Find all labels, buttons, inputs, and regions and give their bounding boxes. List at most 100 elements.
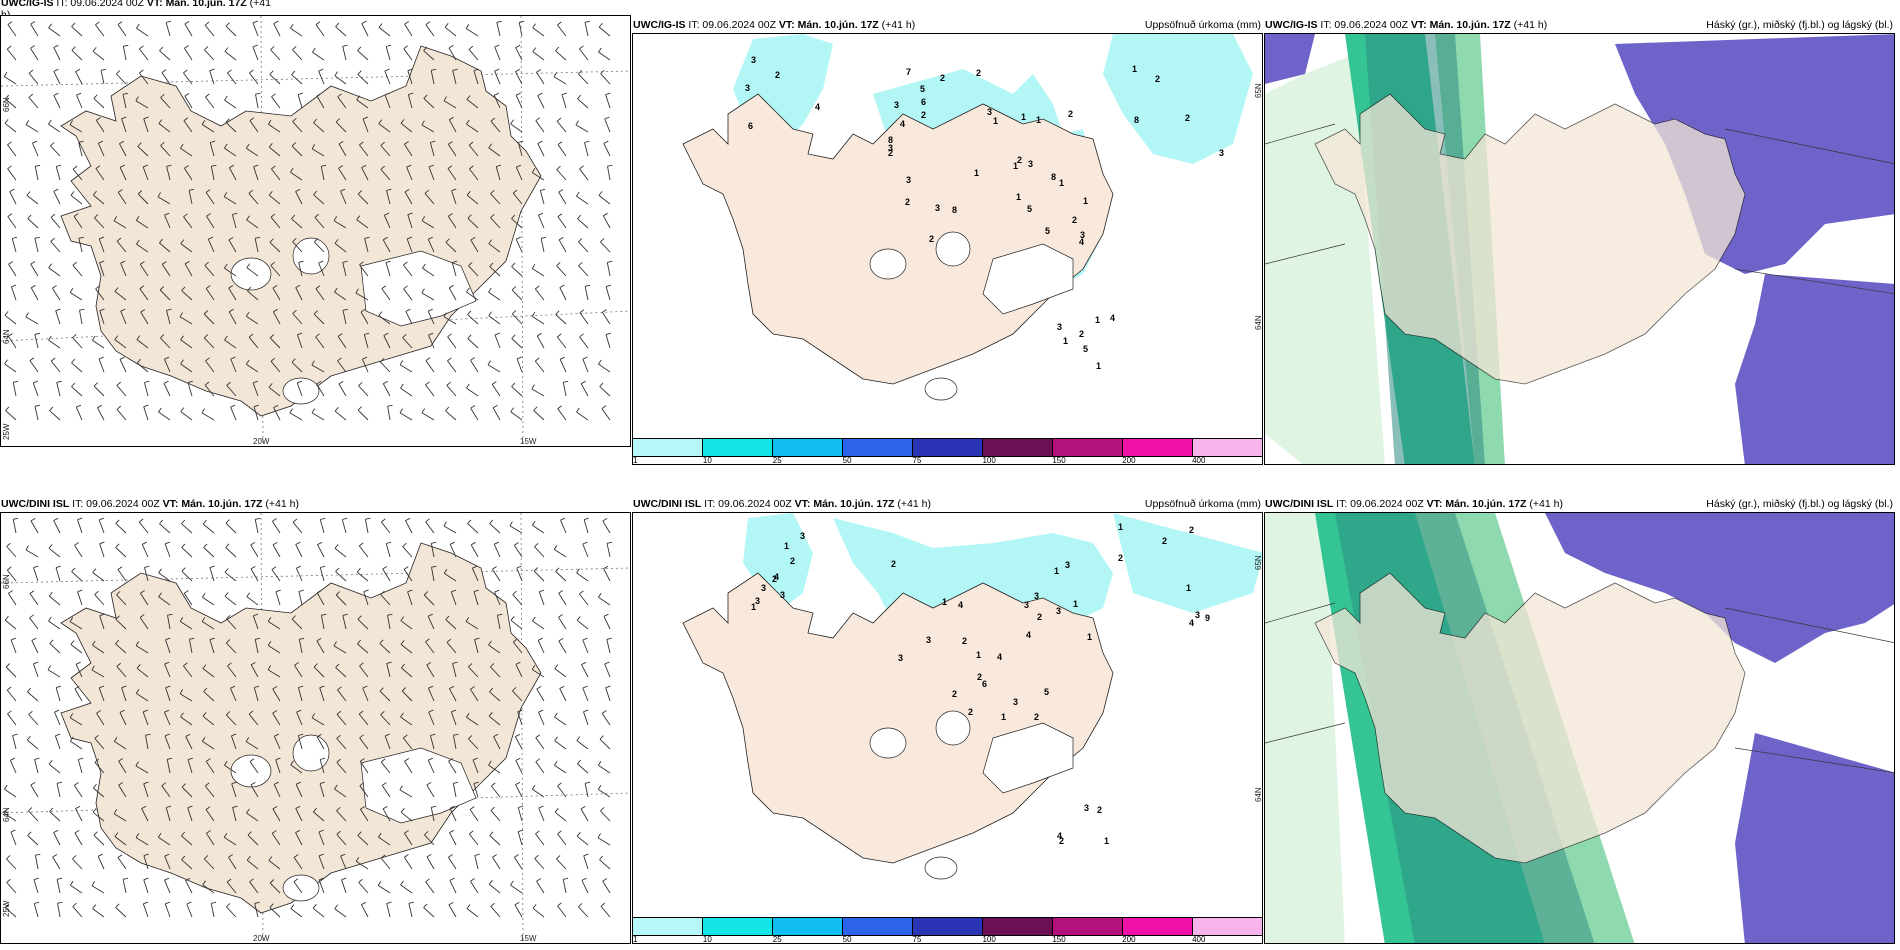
wind-barb bbox=[400, 122, 413, 133]
wind-barb-flag bbox=[117, 854, 123, 858]
wind-barb-flag bbox=[179, 689, 184, 694]
wind-barb-flag bbox=[293, 854, 299, 858]
wind-barb bbox=[491, 785, 501, 798]
wind-barb bbox=[33, 879, 39, 894]
wind-barb bbox=[210, 166, 215, 181]
wind-barb bbox=[209, 142, 215, 157]
wind-barb-flag bbox=[245, 737, 250, 742]
wind-barb-flag bbox=[268, 143, 273, 148]
wind-barb bbox=[54, 711, 61, 726]
wind-barb-flag bbox=[557, 21, 562, 26]
wind-barb-flag bbox=[598, 191, 603, 196]
wind-barb bbox=[406, 166, 413, 181]
wind-barb bbox=[315, 24, 325, 37]
wind-barb bbox=[204, 384, 215, 397]
wind-barb-flag bbox=[117, 566, 123, 570]
wind-barb bbox=[253, 406, 259, 421]
colorbar-swatch bbox=[703, 918, 773, 935]
wind-barb bbox=[246, 219, 259, 229]
wind-barb bbox=[117, 857, 127, 870]
wind-barb-flag bbox=[29, 357, 35, 361]
wind-barb bbox=[159, 523, 171, 534]
axis-lon-label: 15W bbox=[520, 437, 537, 446]
wind-barb bbox=[387, 406, 391, 421]
wind-barb bbox=[558, 239, 567, 253]
wind-barb-flag bbox=[26, 191, 31, 196]
wind-barb bbox=[137, 146, 149, 157]
wind-barb bbox=[4, 314, 17, 325]
wind-barb bbox=[122, 94, 127, 109]
panel-dini-wind: UWC/DINI ISL IT: 09.06.2024 00Z VT: Mán.… bbox=[0, 497, 631, 944]
precip-value-label: 3 bbox=[1219, 148, 1224, 158]
wind-barb-flag bbox=[357, 70, 362, 75]
wind-barb bbox=[137, 362, 149, 373]
colorbar-label: 200 bbox=[1122, 456, 1136, 465]
wind-barb-flag bbox=[316, 734, 322, 738]
wind-barb-flag bbox=[6, 542, 11, 547]
precip-value-label: 1 bbox=[1104, 836, 1109, 846]
wind-barb bbox=[275, 759, 281, 774]
precip-value-label: 3 bbox=[1034, 591, 1039, 601]
glaciers bbox=[230, 734, 477, 902]
wind-barb-flag bbox=[56, 781, 62, 784]
wind-barb-flag bbox=[70, 191, 75, 196]
wind-barb-flag bbox=[382, 566, 388, 570]
wind-barb bbox=[448, 857, 457, 870]
wind-barb-flag bbox=[582, 685, 588, 689]
wind-barb bbox=[97, 407, 105, 421]
wind-barb bbox=[271, 833, 281, 846]
wind-barb bbox=[493, 95, 501, 109]
wind-barb-flag bbox=[9, 188, 15, 192]
wind-barb bbox=[466, 716, 479, 726]
wind-barb bbox=[532, 524, 545, 534]
colorbar-swatch bbox=[633, 918, 703, 935]
wind-barb-flag bbox=[224, 143, 228, 149]
wind-barb bbox=[601, 408, 611, 421]
wind-barb bbox=[139, 264, 149, 277]
wind-barb bbox=[229, 167, 237, 181]
wind-barb bbox=[166, 759, 171, 774]
precip-value-label: 9 bbox=[1205, 613, 1210, 623]
wind-barb-flag bbox=[99, 517, 105, 521]
wind-barb bbox=[247, 834, 259, 846]
wind-barb-flag bbox=[48, 23, 52, 29]
wind-barb-flag bbox=[604, 116, 610, 120]
wind-barb bbox=[295, 191, 303, 205]
wind-barb bbox=[270, 216, 281, 229]
wind-barb-flag bbox=[315, 285, 321, 289]
wind-barb bbox=[160, 145, 171, 157]
wind-barb-flag bbox=[315, 333, 320, 338]
wind-barb bbox=[537, 214, 545, 229]
precip-value-label: 1 bbox=[1059, 178, 1064, 188]
wind-barb bbox=[488, 291, 501, 301]
wind-barb-flag bbox=[577, 70, 583, 75]
wind-barb bbox=[228, 287, 237, 301]
wind-barb bbox=[428, 334, 435, 349]
wind-barb bbox=[537, 143, 545, 157]
wind-barb-flag bbox=[50, 142, 55, 147]
wind-barb-flag bbox=[164, 661, 170, 665]
wind-barb-flag bbox=[164, 877, 170, 881]
wind-barb bbox=[428, 711, 435, 726]
wind-barb bbox=[473, 591, 479, 606]
wind-barb-flag bbox=[312, 904, 317, 909]
wind-barb-flag bbox=[166, 164, 172, 167]
wind-barb-flag bbox=[601, 405, 607, 409]
wind-barb-flag bbox=[53, 44, 59, 48]
wind-barb-flag bbox=[334, 71, 339, 76]
wind-barb-flag bbox=[6, 45, 12, 50]
wind-barb bbox=[296, 334, 303, 349]
wind-barb-flag bbox=[52, 854, 58, 858]
wind-barb bbox=[71, 362, 83, 373]
wind-barb-flag bbox=[536, 69, 542, 73]
wind-barb-flag bbox=[48, 591, 53, 597]
wind-barb bbox=[408, 903, 413, 918]
wind-barb-flag bbox=[357, 639, 361, 645]
wind-barb bbox=[338, 143, 347, 157]
precip-value-label: 8 bbox=[888, 135, 893, 145]
wind-barb bbox=[466, 908, 479, 918]
precip-value-label: 2 bbox=[1155, 74, 1160, 84]
wind-barb bbox=[320, 615, 325, 630]
wind-barb-flag bbox=[496, 20, 502, 23]
wind-barb-flag bbox=[270, 261, 275, 266]
